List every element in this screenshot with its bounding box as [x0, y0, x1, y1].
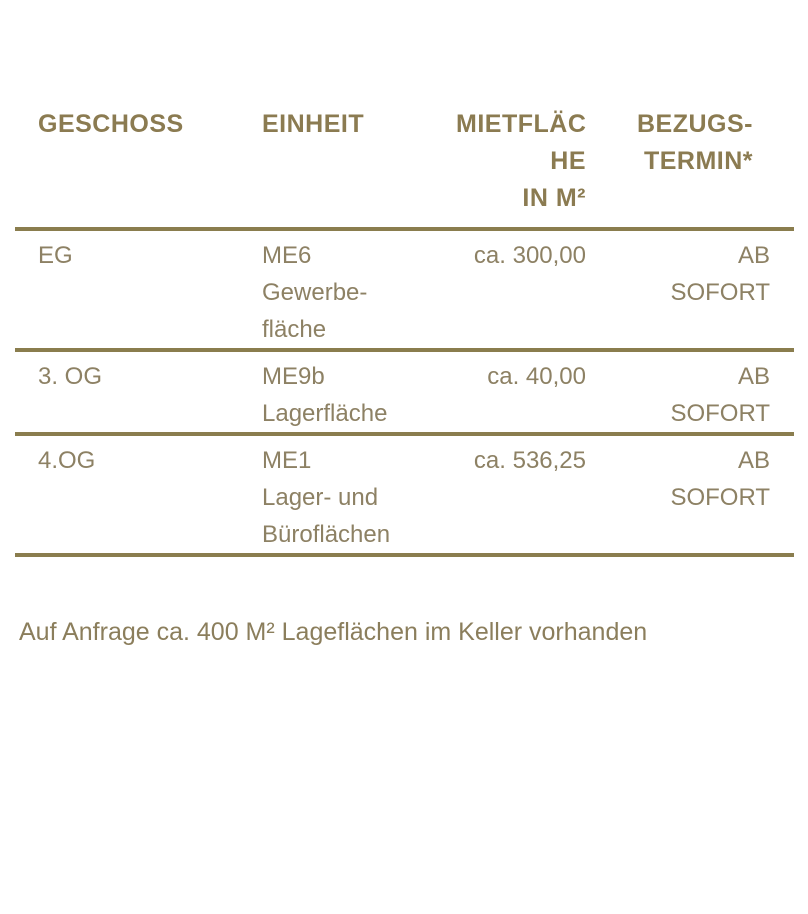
- column-header-mietflaeche: MIETFLÄC HE IN M²: [456, 110, 587, 212]
- table-row: 3. OG ME9b Lagerfläche ca. 40,00 AB SOFORT: [15, 350, 794, 434]
- column-header-geschoss: GESCHOSS: [38, 110, 184, 138]
- column-header-bezugstermin: BEZUGS- TERMIN*: [586, 106, 794, 229]
- cell-geschoss: 3. OG: [38, 363, 103, 390]
- cell-geschoss: 4.OG: [38, 447, 96, 474]
- cell-einheit: ME1 Lager- und Büroflächen: [262, 447, 391, 548]
- cell-bezugstermin: AB SOFORT: [670, 242, 770, 306]
- basement-availability-note: Auf Anfrage ca. 400 M² Lageflächen im Ke…: [19, 618, 648, 646]
- cell-bezugstermin: AB SOFORT: [670, 363, 770, 427]
- cell-bezugstermin: AB SOFORT: [670, 447, 770, 511]
- document-page: GESCHOSS EINHEIT MIETFLÄC HE IN M² BEZUGS-…: [0, 106, 808, 914]
- table-header-row: GESCHOSS EINHEIT MIETFLÄC HE IN M² BEZUGS-…: [15, 106, 794, 229]
- column-header-bezugstermin-text: BEZUGS- TERMIN*: [637, 110, 753, 175]
- table-row: 4.OG ME1 Lager- und Büroflächen ca. 536,25…: [15, 434, 794, 555]
- cell-mietflaeche: ca. 300,00: [473, 242, 586, 269]
- rental-units-table: GESCHOSS EINHEIT MIETFLÄC HE IN M² BEZUGS-…: [15, 106, 794, 557]
- cell-mietflaeche: ca. 40,00: [487, 363, 586, 390]
- table-row: EG ME6 Gewerbe-fläche ca. 300,00 AB SOFORT: [15, 229, 794, 350]
- cell-einheit: ME6 Gewerbe-fläche: [262, 242, 368, 343]
- column-header-einheit: EINHEIT: [262, 110, 365, 138]
- cell-mietflaeche: ca. 536,25: [473, 447, 586, 474]
- cell-geschoss: EG: [38, 242, 73, 269]
- cell-einheit: ME9b Lagerfläche: [262, 363, 388, 427]
